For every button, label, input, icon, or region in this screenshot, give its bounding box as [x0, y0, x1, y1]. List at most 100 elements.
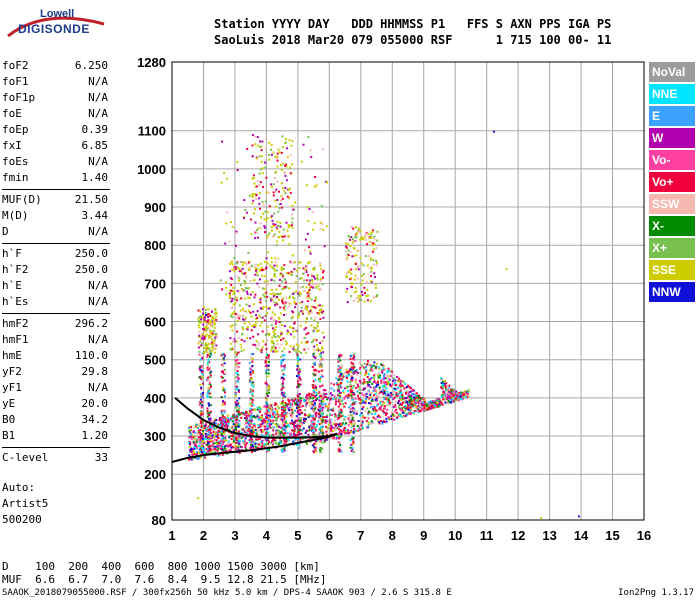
echo-point	[369, 386, 372, 389]
echo-point	[274, 293, 276, 296]
echo-point	[297, 358, 300, 361]
echo-point	[391, 393, 394, 396]
echo-point	[391, 411, 393, 414]
echo-point	[343, 418, 346, 421]
echo-point	[346, 432, 349, 435]
echo-point	[337, 400, 340, 403]
echo-point	[292, 412, 295, 415]
echo-point	[200, 318, 203, 321]
echo-point	[305, 271, 308, 274]
echo-point	[291, 411, 294, 414]
echo-point	[276, 339, 279, 342]
echo-point	[341, 414, 344, 417]
echo-point	[244, 287, 247, 290]
echo-point	[213, 442, 216, 445]
echo-point	[274, 275, 277, 278]
echo-point	[294, 281, 297, 284]
param-value: N/A	[88, 107, 108, 120]
echo-point	[202, 334, 205, 337]
echo-point	[298, 422, 301, 425]
echo-point	[198, 432, 201, 435]
echo-point	[283, 305, 286, 308]
echo-point	[220, 181, 223, 184]
echo-point	[275, 442, 278, 445]
echo-point	[407, 394, 410, 397]
echo-point	[434, 405, 436, 407]
echo-point	[319, 418, 322, 421]
header-line-values: SaoLuis 2018 Mar20 079 055000 RSF 1 715 …	[214, 33, 612, 47]
echo-point	[459, 395, 462, 398]
echo-point	[209, 417, 212, 420]
echo-point	[237, 374, 240, 377]
echo-point	[221, 415, 224, 418]
echo-point	[359, 229, 362, 232]
echo-point	[315, 297, 318, 300]
echo-point	[261, 414, 264, 417]
param-name: foF1	[2, 75, 29, 88]
echo-point	[304, 305, 307, 308]
echo-point	[258, 416, 260, 419]
echo-point	[199, 358, 202, 361]
echo-point	[299, 261, 302, 264]
echo-point	[317, 420, 320, 423]
echo-point	[393, 396, 396, 399]
echo-point	[253, 177, 256, 180]
echo-point	[367, 421, 370, 424]
echo-point	[293, 430, 296, 433]
echo-point	[284, 192, 287, 195]
echo-point	[311, 393, 314, 396]
echo-point	[298, 413, 301, 416]
echo-point	[322, 389, 325, 392]
echo-point	[223, 430, 226, 433]
echo-point	[399, 396, 402, 399]
echo-point	[368, 378, 371, 381]
echo-point	[212, 447, 215, 450]
echo-point	[263, 260, 266, 263]
echo-point	[198, 321, 201, 324]
echo-point	[351, 369, 354, 372]
echo-point	[200, 357, 203, 360]
echo-point	[418, 410, 421, 413]
echo-point	[251, 360, 254, 363]
echo-point	[295, 269, 298, 272]
echo-point	[200, 400, 203, 403]
echo-point	[250, 378, 253, 381]
echo-point	[227, 442, 230, 445]
echo-point	[463, 393, 466, 395]
echo-point	[337, 441, 340, 444]
echo-point	[278, 426, 281, 428]
param-row: D N/A	[2, 224, 108, 240]
echo-point	[192, 441, 195, 444]
echo-point	[455, 390, 457, 393]
echo-point	[251, 177, 254, 180]
echo-point	[403, 406, 406, 408]
echo-point	[202, 448, 205, 451]
echo-point	[246, 326, 249, 328]
echo-point	[319, 349, 322, 352]
echo-point	[370, 233, 373, 236]
echo-point	[220, 439, 223, 441]
echo-point	[281, 300, 284, 303]
echo-point	[259, 423, 262, 426]
echo-point	[232, 446, 234, 449]
echo-point	[297, 365, 300, 368]
echo-point	[194, 431, 197, 434]
echo-point	[235, 441, 238, 444]
echo-point	[249, 426, 252, 429]
echo-point	[318, 364, 321, 367]
echo-point	[233, 440, 236, 443]
echo-point	[281, 273, 284, 276]
echo-point	[379, 391, 382, 394]
echo-point	[297, 347, 300, 350]
echo-point	[340, 373, 342, 375]
echo-point	[212, 346, 215, 349]
echo-point	[383, 374, 385, 377]
echo-point	[353, 371, 356, 374]
echo-point	[315, 446, 318, 449]
echo-point	[319, 278, 322, 281]
echo-point	[362, 406, 365, 409]
echo-point	[251, 357, 254, 360]
echo-point	[201, 376, 204, 379]
echo-point	[299, 412, 302, 415]
echo-point	[460, 398, 463, 400]
